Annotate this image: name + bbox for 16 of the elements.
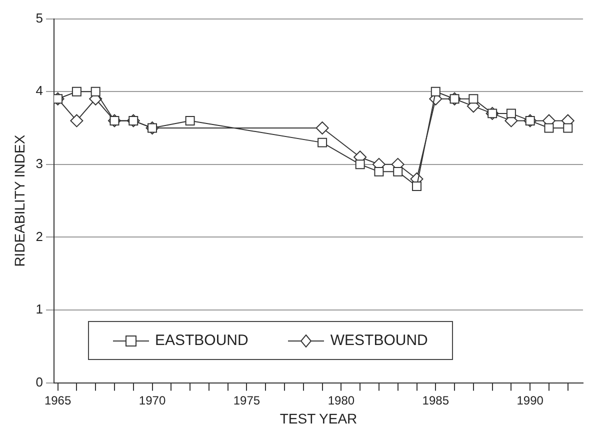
x-tick-label: 1965 [44, 393, 72, 408]
y-tick-label: 5 [36, 10, 44, 26]
y-tick-label: 0 [36, 374, 44, 390]
x-tick-label: 1970 [138, 393, 166, 408]
x-tick-label: 1980 [328, 393, 355, 408]
x-axis-title: TEST YEAR [280, 410, 358, 426]
legend-label: WESTBOUND [330, 332, 428, 349]
x-tick-label: 1985 [422, 393, 450, 408]
y-tick-label: 3 [36, 156, 44, 171]
y-axis-title: RIDEABILITY INDEX [11, 134, 28, 267]
x-tick-label: 1990 [516, 393, 544, 408]
y-tick-label: 2 [36, 228, 44, 244]
y-tick-label: 1 [36, 302, 44, 317]
legend-label: EASTBOUND [155, 332, 248, 349]
x-tick-label: 1975 [233, 393, 260, 408]
y-tick-label: 4 [36, 83, 44, 98]
